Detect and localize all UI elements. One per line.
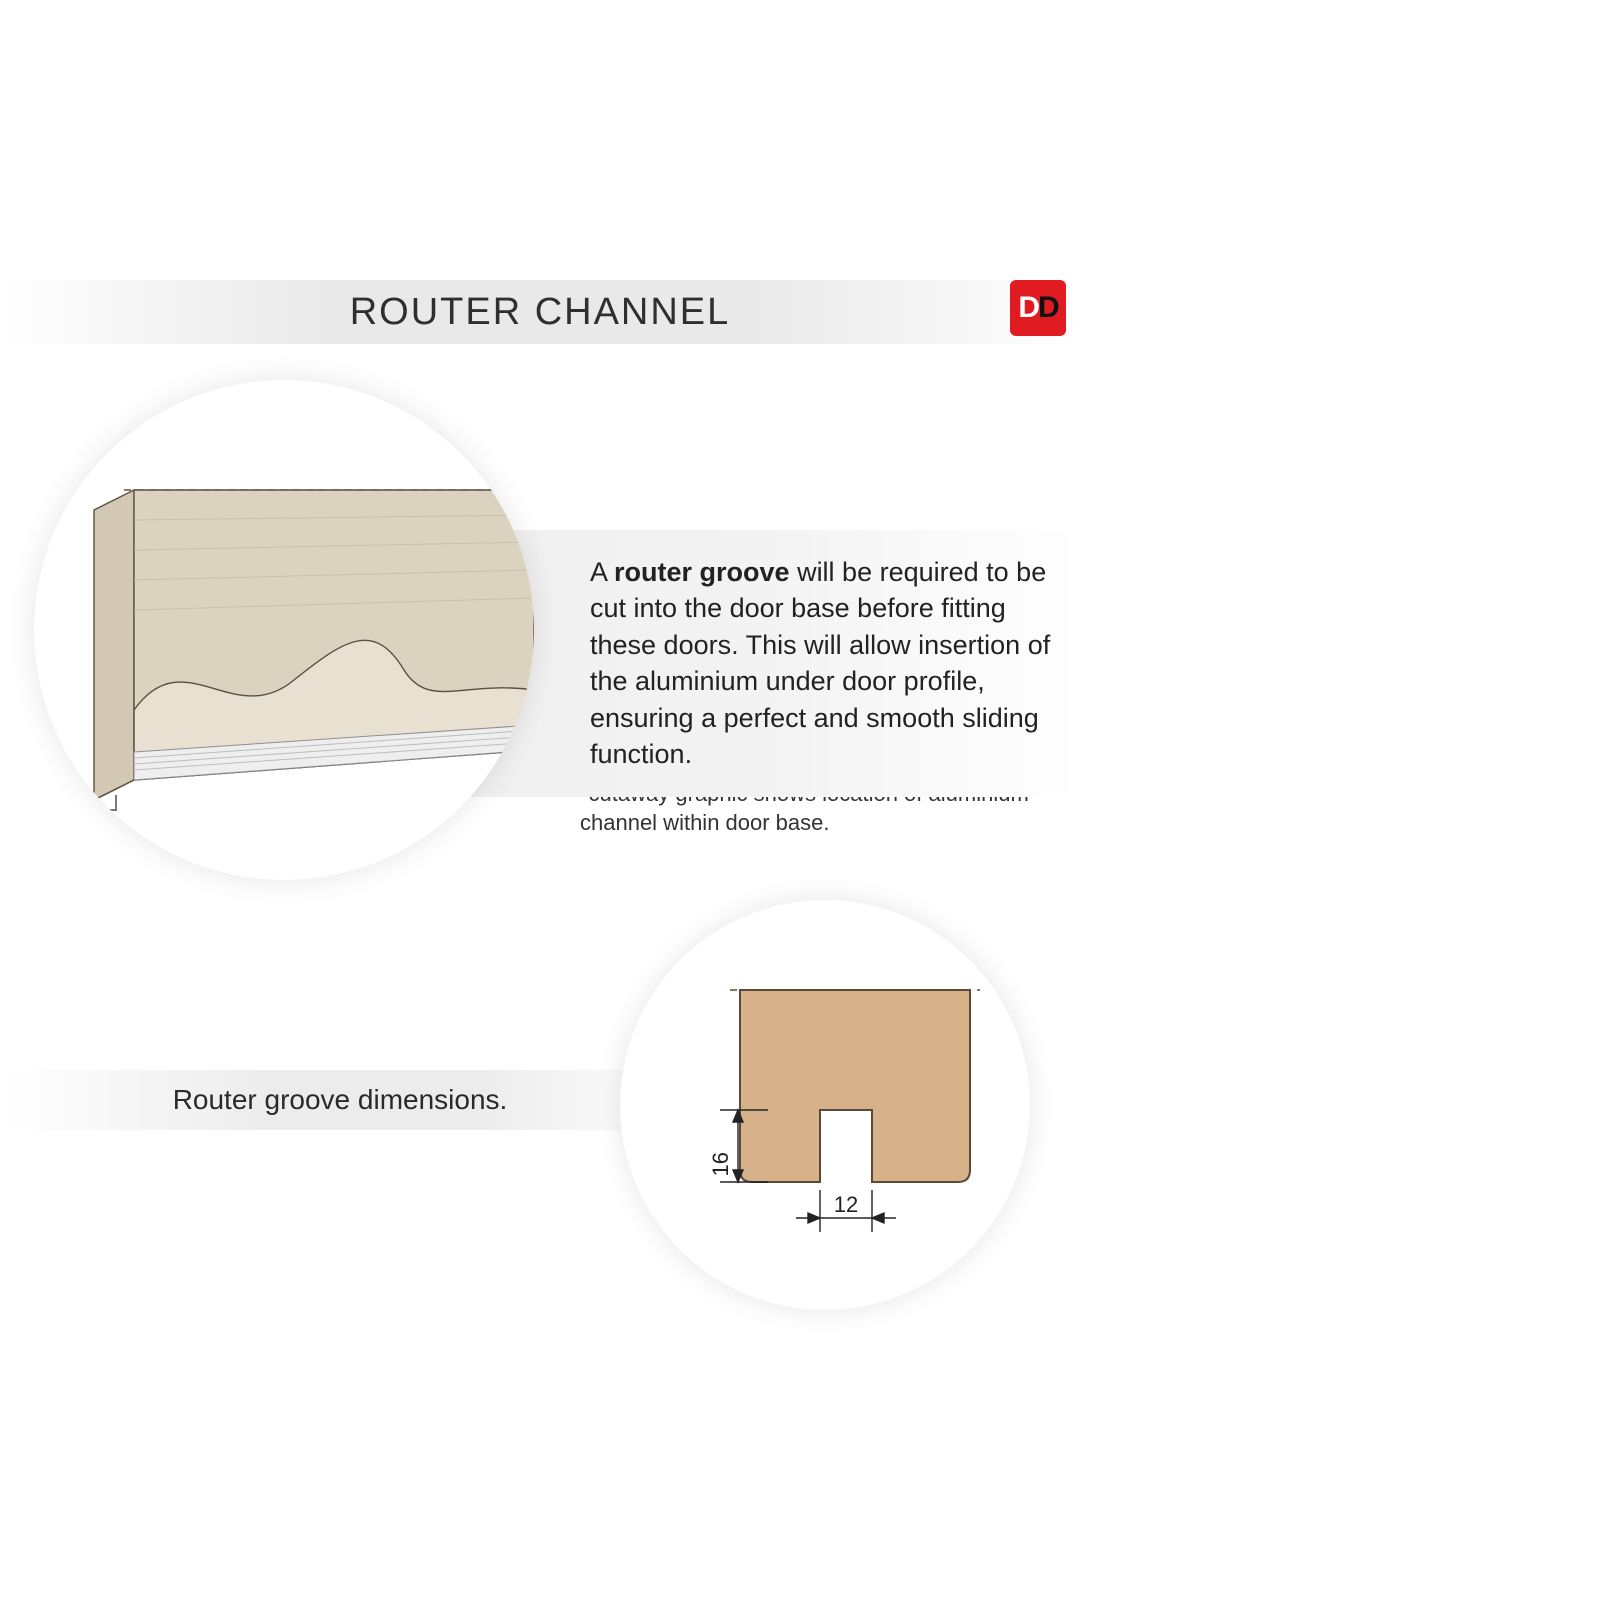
width-value: 12 xyxy=(834,1192,858,1217)
logo-letter-2: D xyxy=(1038,291,1058,325)
dimensions-label-band: Router groove dimensions. xyxy=(0,1070,680,1130)
cutaway-svg xyxy=(34,380,534,880)
depth-value: 16 xyxy=(708,1152,733,1176)
profile-svg: 16 12 xyxy=(620,900,1030,1310)
dimensions-label: Router groove dimensions. xyxy=(0,1084,680,1116)
desc-prefix: A xyxy=(590,557,614,587)
brand-logo: DD xyxy=(1010,280,1066,336)
infographic-canvas: ROUTER CHANNEL DD xyxy=(0,260,1080,1340)
cutaway-illustration xyxy=(34,380,534,880)
logo-letter-1: D xyxy=(1018,291,1038,325)
desc-body: will be required to be cut into the door… xyxy=(590,557,1050,769)
page-title: ROUTER CHANNEL xyxy=(350,291,731,334)
description-text: A router groove will be required to be c… xyxy=(590,554,1056,773)
profile-illustration: 16 12 xyxy=(620,900,1030,1310)
title-band: ROUTER CHANNEL xyxy=(0,280,1080,344)
desc-bold: router groove xyxy=(614,557,790,587)
